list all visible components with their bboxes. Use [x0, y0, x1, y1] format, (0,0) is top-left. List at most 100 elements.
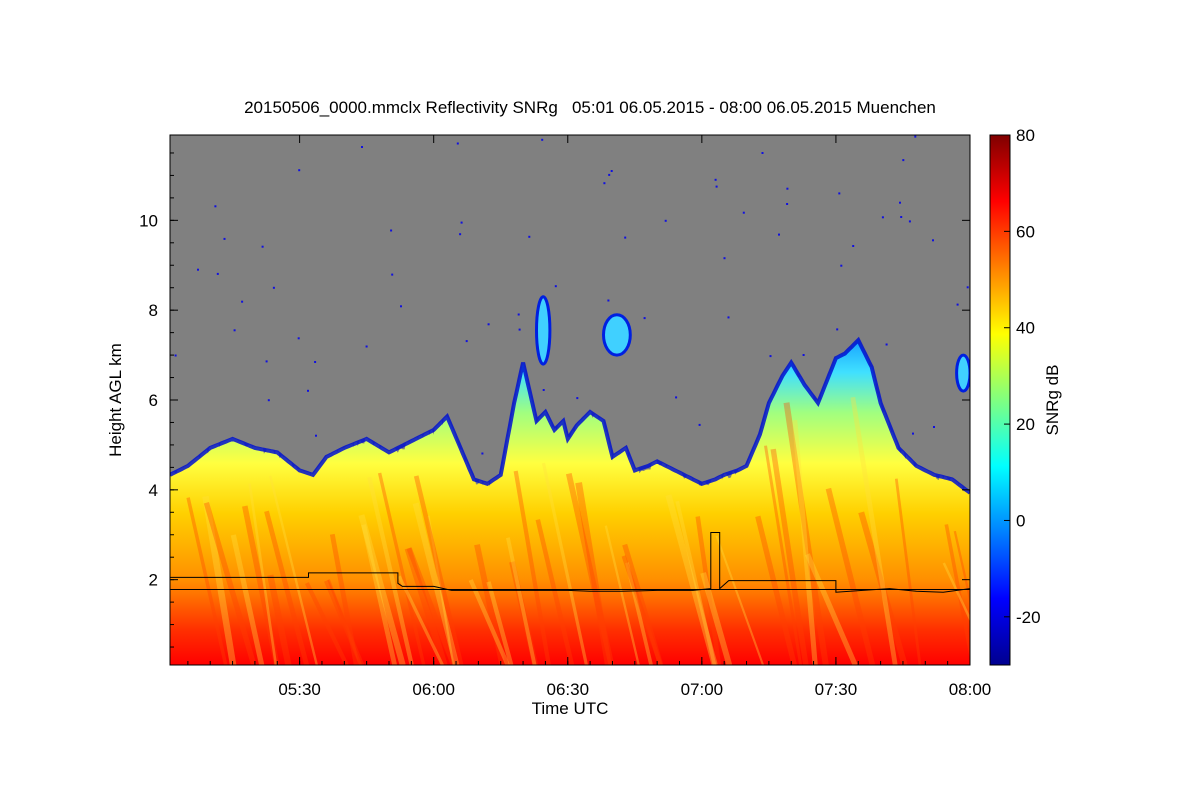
- echo-streak: [715, 535, 764, 665]
- echo-streak: [406, 547, 457, 665]
- echo-streak: [604, 525, 640, 665]
- y-tick-label: 10: [139, 211, 158, 230]
- echo-streak: [805, 553, 858, 665]
- noise-speckle: [714, 178, 717, 181]
- noise-speckle: [908, 220, 911, 223]
- isolated-echo: [535, 295, 552, 366]
- noise-speckle: [881, 216, 884, 219]
- y-tick-label: 2: [149, 571, 158, 590]
- noise-speckle: [314, 361, 317, 363]
- noise-speckle: [390, 229, 393, 232]
- echo-streak: [412, 502, 460, 665]
- noise-speckle: [786, 203, 789, 205]
- echo-streak: [427, 515, 455, 665]
- noise-speckle: [852, 245, 855, 247]
- echo-streak: [565, 472, 615, 665]
- noise-speckle: [836, 328, 839, 331]
- echo-streak: [513, 470, 551, 665]
- echo-streak: [264, 510, 309, 665]
- noise-speckle: [900, 216, 903, 218]
- noise-speckle: [624, 236, 627, 239]
- echo-streak: [367, 476, 414, 665]
- noise-speckle: [840, 264, 843, 267]
- noise-speckle: [608, 173, 611, 176]
- echo-streak: [506, 537, 537, 665]
- noise-speckle: [197, 268, 199, 271]
- noise-speckle: [723, 257, 726, 260]
- y-tick-label: 6: [149, 391, 158, 410]
- noise-speckle: [456, 142, 459, 145]
- x-tick-label: 05:30: [278, 680, 321, 699]
- colorbar-label: SNRg dB: [1043, 365, 1062, 436]
- noise-speckle: [267, 399, 270, 402]
- y-tick-label: 8: [149, 301, 158, 320]
- echo-texture: [170, 135, 970, 665]
- echo-streak: [358, 514, 406, 665]
- y-tick-label: 4: [149, 481, 158, 500]
- noise-speckle: [715, 185, 718, 188]
- x-tick-label: 08:00: [949, 680, 992, 699]
- echo-streak: [700, 572, 733, 665]
- noise-speckle: [361, 146, 363, 148]
- noise-speckle: [261, 245, 264, 248]
- echo-streak: [575, 482, 612, 665]
- noise-speckle: [610, 170, 613, 172]
- noise-speckle: [297, 337, 300, 340]
- noise-speckle: [518, 328, 521, 331]
- noise-speckle: [966, 286, 969, 289]
- noise-speckle: [885, 343, 888, 346]
- colorbar: [989, 134, 1011, 666]
- echo-streak: [625, 562, 653, 665]
- noise-speckle: [365, 345, 368, 348]
- echo-streak: [675, 500, 717, 665]
- noise-speckle: [664, 219, 667, 222]
- x-tick-label: 06:30: [546, 680, 589, 699]
- noise-speckle: [241, 300, 244, 303]
- x-tick-label: 06:00: [412, 680, 455, 699]
- echo-streak: [305, 582, 349, 665]
- echo-streak: [755, 515, 797, 665]
- echo-streak: [792, 419, 818, 665]
- echo-streak: [397, 575, 444, 665]
- noise-speckle: [698, 423, 701, 426]
- noise-speckle: [786, 187, 789, 190]
- noise-speckle: [914, 135, 917, 138]
- echo-streak: [248, 483, 278, 665]
- noise-speckle: [487, 323, 490, 326]
- x-axis-label: Time UTC: [532, 699, 609, 718]
- echo-streak: [203, 501, 257, 665]
- clear-air-region: [170, 135, 970, 492]
- noise-speckle: [400, 305, 402, 308]
- noise-speckle: [223, 237, 226, 240]
- echo-streak: [764, 445, 803, 665]
- echo-streak: [327, 579, 362, 665]
- isolated-echo: [602, 313, 632, 357]
- noise-speckle: [802, 354, 805, 356]
- echo-streak: [621, 555, 663, 665]
- echo-region: [170, 330, 970, 665]
- plot-area: [170, 135, 970, 665]
- noise-speckles: [174, 135, 969, 455]
- noise-speckle: [742, 211, 745, 214]
- echo-top-edge: [170, 336, 970, 495]
- isolated-echo: [955, 353, 970, 393]
- noise-speckle: [272, 286, 275, 289]
- noise-speckle: [956, 303, 959, 306]
- echo-streak: [770, 448, 809, 665]
- echo-streak: [468, 579, 510, 665]
- echo-streak: [413, 475, 464, 665]
- noise-speckle: [265, 360, 268, 363]
- echo-streak: [486, 581, 514, 665]
- colorbar-tick-label: 20: [1016, 415, 1035, 434]
- noise-speckle: [460, 221, 463, 224]
- noise-speckle: [554, 285, 557, 288]
- noise-speckle: [769, 355, 772, 358]
- noise-speckle: [517, 313, 520, 316]
- echo-streak: [269, 475, 318, 665]
- echo-streak: [695, 516, 722, 665]
- echo-streak: [202, 495, 237, 665]
- colorbar-tick-label: -20: [1016, 608, 1041, 627]
- noise-speckle: [933, 426, 935, 428]
- noise-speckle: [481, 452, 484, 455]
